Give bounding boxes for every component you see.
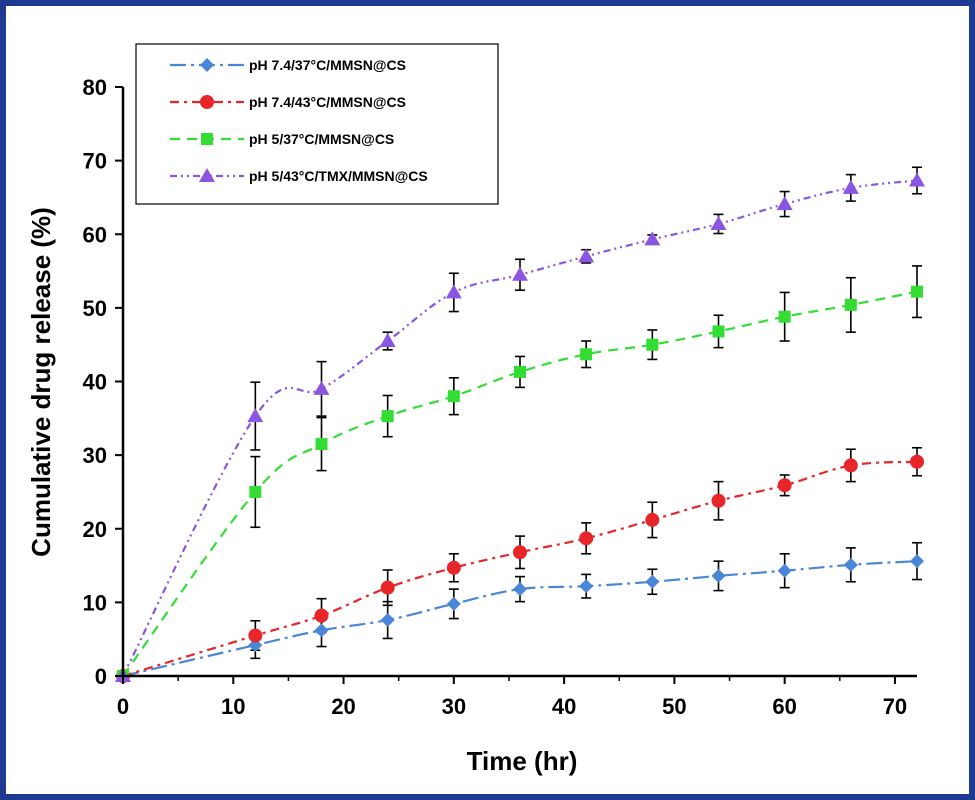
x-tick-label: 60 <box>772 694 796 719</box>
data-point-diamond <box>380 613 395 628</box>
data-point-circle <box>843 458 858 473</box>
y-tick-label: 20 <box>83 517 107 542</box>
x-tick-label: 10 <box>221 694 245 719</box>
data-point-triangle <box>710 215 727 230</box>
data-point-triangle <box>379 333 396 348</box>
data-point-square <box>646 338 659 351</box>
data-point-circle <box>777 478 792 493</box>
data-point-triangle <box>644 231 661 246</box>
data-point-square <box>315 438 328 451</box>
series-line-circle <box>122 460 918 678</box>
x-tick-label: 50 <box>662 694 686 719</box>
data-point-triangle <box>445 284 462 299</box>
legend-marker-diamond <box>200 58 214 72</box>
x-axis-title: Time (hr) <box>467 746 578 776</box>
data-point-triangle <box>776 196 793 211</box>
data-point-circle <box>645 512 660 527</box>
data-point-circle <box>248 628 263 643</box>
data-point-diamond <box>645 574 660 589</box>
data-point-square <box>447 390 460 403</box>
legend-label: pH 7.4/43°C/MMSN@CS <box>249 94 406 110</box>
data-point-diamond <box>910 554 924 569</box>
legend-label: pH 5/43°C/TMX/MMSN@CS <box>249 168 428 184</box>
data-point-circle <box>579 531 594 546</box>
legend-marker-square <box>201 133 213 145</box>
legend-item: pH 5/37°C/MMSN@CS <box>170 131 394 147</box>
legend-marker-triangle <box>199 168 215 182</box>
legend: pH 7.4/37°C/MMSN@CS pH 7.4/43°C/MMSN@CS pH… <box>135 43 499 205</box>
data-point-square <box>778 310 791 323</box>
data-point-triangle <box>512 266 528 281</box>
x-tick-label: 70 <box>883 694 907 719</box>
data-point-circle <box>380 580 395 595</box>
y-tick-label: 0 <box>95 664 107 689</box>
data-point-diamond <box>248 638 263 653</box>
y-tick-label: 30 <box>83 443 107 468</box>
data-point-triangle <box>909 172 925 187</box>
y-tick-label: 10 <box>83 590 107 615</box>
data-point-square <box>712 325 725 338</box>
data-point-diamond <box>446 596 461 611</box>
data-point-triangle <box>313 380 330 395</box>
y-tick-label: 40 <box>83 370 107 395</box>
data-point-square <box>249 485 262 498</box>
data-point-square <box>580 348 593 361</box>
legend-item: pH 7.4/43°C/MMSN@CS <box>170 94 406 110</box>
x-axis-ticks: 0 10 20 30 40 50 60 70 <box>117 676 907 719</box>
data-point-square <box>911 285 923 298</box>
data-point-diamond <box>711 568 726 583</box>
legend-label: pH 5/37°C/MMSN@CS <box>249 131 394 147</box>
data-point-diamond <box>513 582 527 597</box>
data-point-diamond <box>579 579 594 594</box>
y-tick-label: 50 <box>83 296 107 321</box>
y-axis-title: Cumulative drug release (%) <box>26 207 56 557</box>
data-point-diamond <box>314 623 329 638</box>
data-point-diamond <box>843 557 858 572</box>
x-tick-label: 0 <box>117 694 129 719</box>
x-tick-label: 20 <box>331 694 355 719</box>
data-point-circle <box>314 608 329 623</box>
legend-label: pH 7.4/37°C/MMSN@CS <box>249 57 406 73</box>
data-point-triangle <box>842 179 859 194</box>
data-point-circle <box>446 560 461 575</box>
data-point-triangle <box>247 408 264 423</box>
data-point-circle <box>910 454 924 469</box>
data-point-square <box>381 410 394 423</box>
data-point-circle <box>513 545 527 560</box>
y-tick-label: 60 <box>83 222 107 247</box>
y-tick-label: 80 <box>83 75 107 100</box>
x-tick-label: 30 <box>442 694 466 719</box>
data-point-square <box>514 365 526 378</box>
legend-marker-circle <box>200 95 214 109</box>
y-axis-ticks: 0 10 20 30 40 50 60 70 80 <box>83 75 123 689</box>
series-markers <box>115 172 925 683</box>
data-point-diamond <box>777 563 792 578</box>
series-line-square <box>122 290 918 677</box>
x-tick-label: 40 <box>552 694 576 719</box>
data-point-square <box>844 298 857 311</box>
data-point-triangle <box>578 248 595 263</box>
legend-item: pH 5/43°C/TMX/MMSN@CS <box>170 168 428 184</box>
data-point-circle <box>711 493 726 508</box>
legend-item: pH 7.4/37°C/MMSN@CS <box>170 57 406 73</box>
y-tick-label: 70 <box>83 149 107 174</box>
legend-box <box>135 43 499 205</box>
